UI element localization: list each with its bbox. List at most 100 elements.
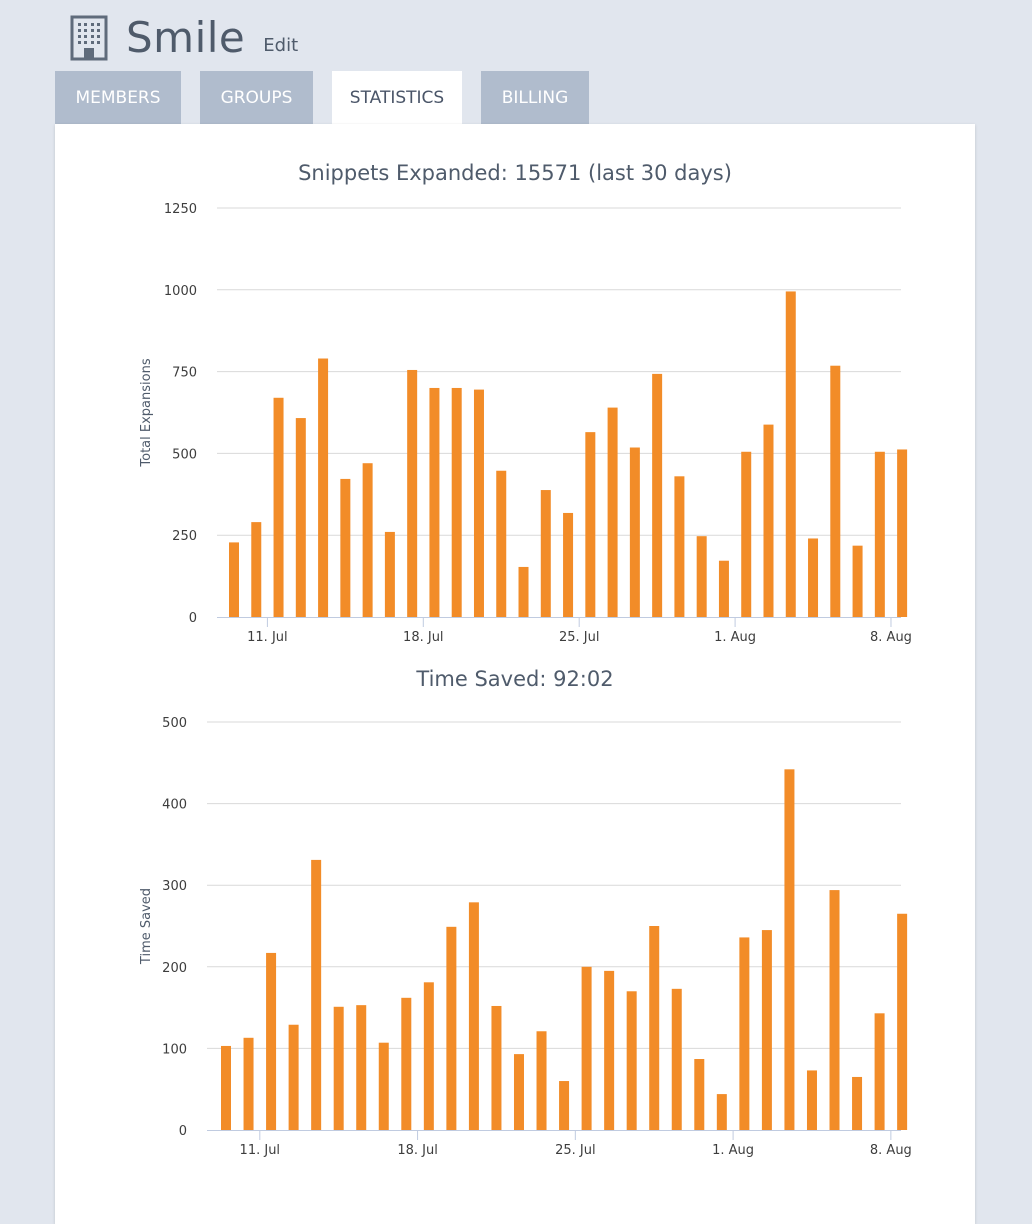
bar[interactable] [333, 1006, 344, 1130]
bar[interactable] [407, 369, 418, 617]
x-tick-label: 1. Aug [714, 630, 756, 645]
building-icon [70, 15, 108, 61]
y-tick-label: 0 [189, 611, 197, 626]
bar[interactable] [266, 952, 277, 1130]
bar[interactable] [785, 291, 796, 617]
y-tick-label: 750 [172, 366, 197, 381]
bar[interactable] [694, 1059, 705, 1130]
bar[interactable] [581, 966, 592, 1130]
y-tick-label: 300 [162, 879, 187, 894]
bar[interactable] [763, 424, 774, 617]
bar[interactable] [626, 991, 637, 1130]
bar[interactable] [229, 542, 239, 617]
bar[interactable] [513, 1054, 524, 1130]
chart-title: Time Saved: 92:02 [415, 667, 613, 691]
bar[interactable] [559, 1081, 570, 1130]
bar[interactable] [496, 470, 507, 617]
bar[interactable] [741, 451, 752, 617]
chart-title: Snippets Expanded: 15571 (last 30 days) [298, 161, 732, 185]
x-tick-label: 25. Jul [555, 1143, 596, 1158]
x-tick-label: 18. Jul [397, 1143, 438, 1158]
bar[interactable] [674, 476, 685, 617]
bar[interactable] [761, 930, 772, 1130]
bar[interactable] [295, 418, 306, 617]
x-tick-label: 11. Jul [247, 630, 288, 645]
bar[interactable] [473, 389, 484, 617]
bar[interactable] [874, 451, 885, 617]
org-header: Smile Edit [70, 10, 298, 66]
bar[interactable] [607, 407, 618, 617]
time-saved-chart: Time Saved: 92:02 0 100 200 300 400 500 Time Sa… [139, 667, 912, 1158]
bar[interactable] [629, 447, 640, 617]
bar[interactable] [716, 1094, 727, 1130]
bar[interactable] [451, 387, 462, 617]
statistics-panel: Snippets Expanded: 15571 (last 30 days) 0… [55, 124, 975, 1224]
y-tick-label: 1000 [164, 284, 197, 299]
bar[interactable] [243, 1037, 254, 1130]
bar[interactable] [563, 512, 574, 617]
tab-members[interactable]: MEMBERS [55, 71, 181, 125]
bar[interactable] [446, 926, 457, 1130]
y-tick-label: 500 [172, 447, 197, 462]
bar[interactable] [696, 536, 707, 617]
bar[interactable] [429, 387, 440, 617]
x-tick-label: 8. Aug [870, 630, 912, 645]
bar[interactable] [518, 566, 529, 617]
bar[interactable] [423, 982, 434, 1130]
y-tick-label: 0 [179, 1124, 187, 1139]
bar[interactable] [852, 1076, 863, 1130]
tab-groups[interactable]: GROUPS [200, 71, 313, 125]
snippets-expanded-chart: Snippets Expanded: 15571 (last 30 days) 0… [139, 161, 912, 645]
y-axis-label: Time Saved [139, 888, 154, 965]
bar[interactable] [311, 859, 322, 1130]
x-tick-label: 25. Jul [559, 630, 600, 645]
y-axis-label: Total Expansions [139, 358, 154, 467]
bar[interactable] [808, 538, 819, 617]
bar[interactable] [897, 449, 908, 617]
y-tick-label: 1250 [164, 202, 197, 217]
bar[interactable] [806, 1070, 817, 1130]
x-tick-label: 11. Jul [240, 1143, 280, 1158]
bar[interactable] [540, 490, 551, 617]
org-name: Smile [126, 13, 246, 62]
tab-billing[interactable]: BILLING [481, 71, 589, 125]
tab-bar: MEMBERS GROUPS STATISTICS BILLING [55, 71, 608, 125]
bar[interactable] [356, 1005, 367, 1130]
bar[interactable] [739, 937, 750, 1130]
bar[interactable] [536, 1031, 547, 1130]
y-tick-label: 100 [162, 1042, 187, 1057]
x-tick-label: 1. Aug [712, 1143, 754, 1158]
bar[interactable] [378, 1042, 389, 1130]
tab-statistics[interactable]: STATISTICS [332, 71, 462, 125]
bar[interactable] [830, 365, 841, 617]
x-tick-label: 8. Aug [870, 1143, 912, 1158]
bar[interactable] [251, 522, 262, 617]
y-tick-label: 500 [162, 716, 187, 731]
bar[interactable] [401, 997, 412, 1130]
bar[interactable] [491, 1005, 502, 1130]
bar[interactable] [784, 769, 795, 1130]
edit-link[interactable]: Edit [263, 34, 299, 56]
bar[interactable] [604, 970, 615, 1130]
bar[interactable] [671, 988, 682, 1130]
bar[interactable] [852, 545, 863, 617]
bar[interactable] [829, 890, 840, 1130]
bar[interactable] [273, 397, 284, 617]
bar[interactable] [897, 913, 908, 1130]
y-tick-label: 250 [172, 529, 197, 544]
bar[interactable] [585, 432, 596, 617]
bar[interactable] [340, 478, 351, 617]
bar[interactable] [318, 358, 329, 617]
bar[interactable] [384, 531, 395, 617]
bar[interactable] [874, 1013, 885, 1130]
bar[interactable] [649, 926, 660, 1130]
bar[interactable] [362, 463, 373, 617]
bar[interactable] [718, 560, 729, 617]
bar[interactable] [652, 373, 663, 617]
y-tick-label: 200 [162, 961, 187, 976]
x-tick-label: 18. Jul [403, 630, 444, 645]
bar[interactable] [468, 902, 479, 1130]
y-tick-label: 400 [162, 798, 187, 813]
bar[interactable] [288, 1024, 299, 1130]
bar[interactable] [221, 1045, 231, 1130]
